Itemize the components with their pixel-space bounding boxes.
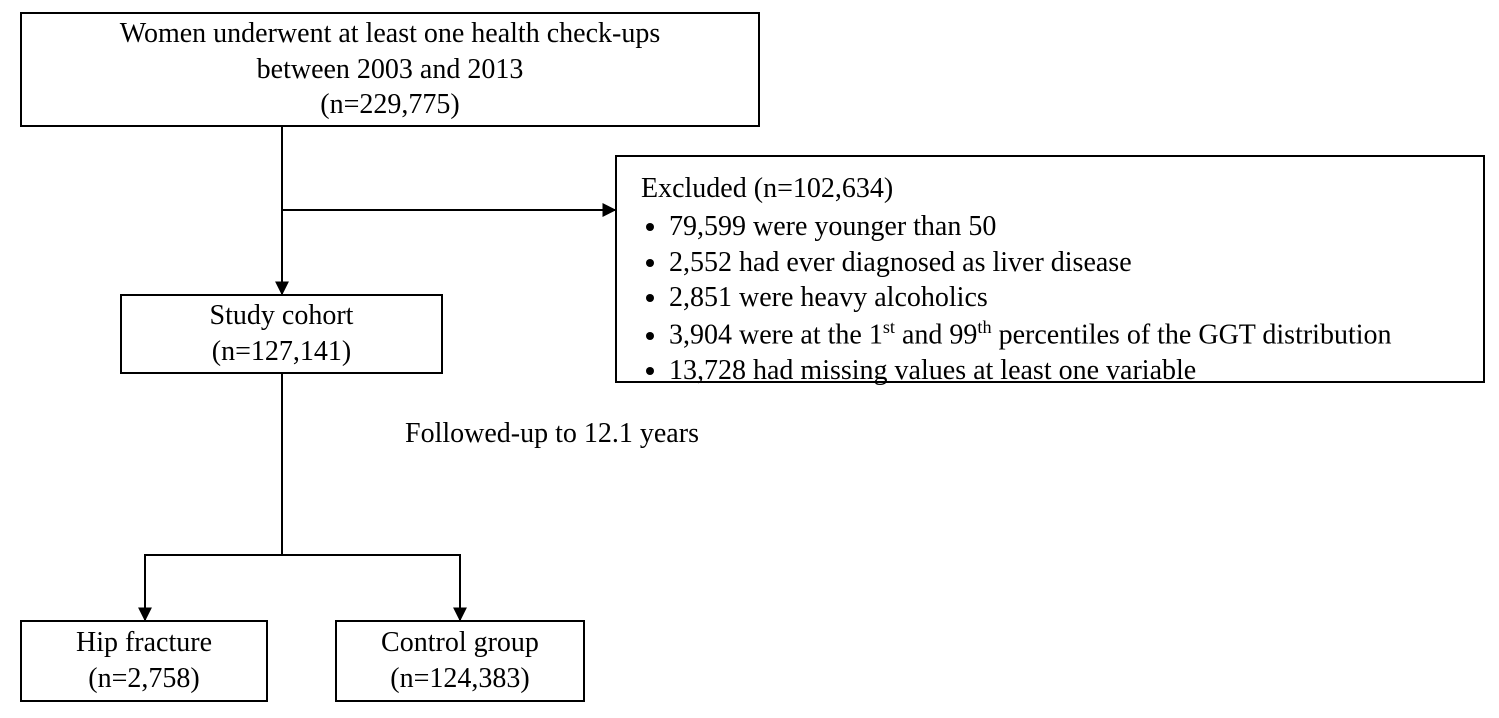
exclusion-item: 79,599 were younger than 50 (669, 209, 1459, 245)
node-cohort-line1: Study cohort (210, 298, 354, 334)
node-cohort-line2: (n=127,141) (212, 334, 351, 370)
node-source-line2: between 2003 and 2013 (257, 52, 524, 88)
node-hip-line2: (n=2,758) (88, 661, 199, 697)
node-study-cohort: Study cohort (n=127,141) (120, 294, 443, 374)
exclusion-item: 13,728 had missing values at least one v… (669, 353, 1459, 389)
follow-up-label: Followed-up to 12.1 years (405, 416, 699, 452)
node-control-group: Control group (n=124,383) (335, 620, 585, 702)
node-source-population: Women underwent at least one health chec… (20, 12, 760, 127)
exclusion-item: 3,904 were at the 1st and 99th percentil… (669, 316, 1459, 353)
node-hip-line1: Hip fracture (76, 625, 212, 661)
node-control-line1: Control group (381, 625, 539, 661)
exclusion-item: 2,552 had ever diagnosed as liver diseas… (669, 245, 1459, 281)
flowchart-canvas: Women underwent at least one health chec… (0, 0, 1499, 718)
exclusion-item: 2,851 were heavy alcoholics (669, 280, 1459, 316)
node-control-line2: (n=124,383) (390, 661, 529, 697)
node-source-line3: (n=229,775) (320, 87, 459, 123)
node-hip-fracture: Hip fracture (n=2,758) (20, 620, 268, 702)
exclusion-list: 79,599 were younger than 50 2,552 had ev… (641, 209, 1459, 389)
exclusion-header: Excluded (n=102,634) (641, 171, 1459, 207)
node-exclusion-criteria: Excluded (n=102,634) 79,599 were younger… (615, 155, 1485, 383)
node-source-line1: Women underwent at least one health chec… (120, 16, 660, 52)
